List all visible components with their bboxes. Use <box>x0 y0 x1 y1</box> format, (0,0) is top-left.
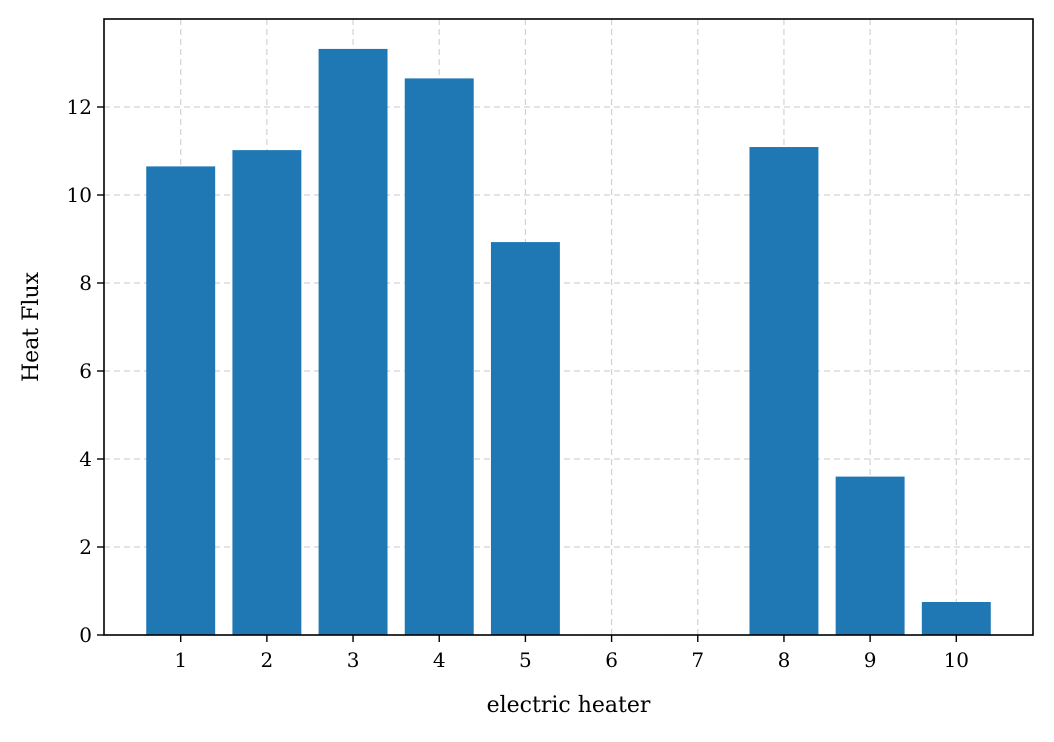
bar-10 <box>921 602 991 635</box>
bar-3 <box>318 48 388 636</box>
y-tick-label: 2 <box>79 535 92 559</box>
x-tick-label: 6 <box>605 648 618 672</box>
y-tick-label: 12 <box>67 95 92 119</box>
bar-5 <box>490 242 560 635</box>
x-tick-label: 4 <box>433 648 446 672</box>
bars <box>146 48 991 636</box>
bar-1 <box>146 166 216 635</box>
y-tick-label: 4 <box>79 447 92 471</box>
x-tick-label: 7 <box>691 648 704 672</box>
bar-8 <box>749 147 819 636</box>
x-tick-label: 8 <box>778 648 791 672</box>
x-tick-label: 1 <box>174 648 187 672</box>
x-tick-label: 10 <box>944 648 969 672</box>
bar-4 <box>404 78 474 635</box>
x-tick-label: 2 <box>261 648 274 672</box>
y-tick-label: 10 <box>67 183 92 207</box>
axes <box>103 18 1034 636</box>
y-axis-label: Heat Flux <box>19 271 44 382</box>
plot-frame <box>103 18 1034 636</box>
y-tick-label: 8 <box>79 271 92 295</box>
bar-2 <box>232 150 302 635</box>
x-tick-label: 3 <box>347 648 360 672</box>
x-tick-label: 9 <box>864 648 877 672</box>
y-tick-label: 6 <box>79 359 92 383</box>
x-tick-label: 5 <box>519 648 532 672</box>
bar-9 <box>835 476 905 635</box>
y-tick-label: 0 <box>79 623 92 647</box>
x-axis-label: electric heater <box>487 693 651 718</box>
